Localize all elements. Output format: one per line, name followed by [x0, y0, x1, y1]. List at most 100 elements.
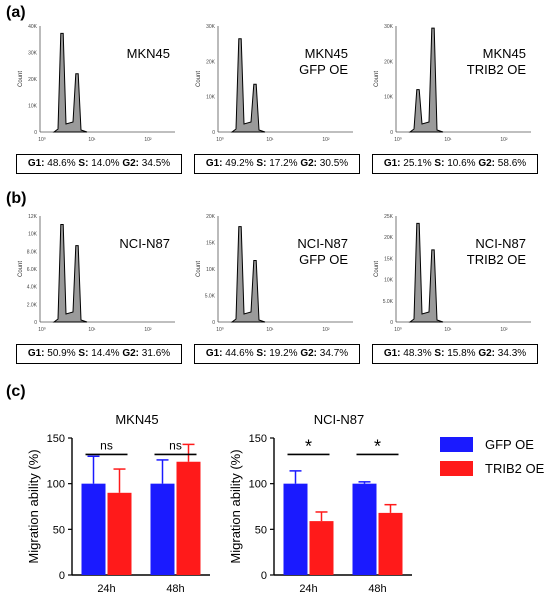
significance-label: * — [305, 436, 312, 456]
phase-value: 17.2% — [266, 158, 301, 169]
bar — [309, 521, 334, 575]
sample-label-line: NCI-N87 — [475, 236, 526, 251]
sample-label-line: GFP OE — [299, 252, 348, 267]
phase-label: S: — [434, 348, 445, 359]
panel-label-c: (c) — [6, 383, 26, 400]
y-tick-label: 0 — [34, 320, 37, 326]
y-axis-label: Migration ability (%) — [228, 449, 243, 563]
y-axis-label: Count — [18, 261, 24, 277]
y-tick-label: 30K — [206, 24, 216, 30]
x-tick-label: 10⁰ — [38, 137, 46, 143]
y-tick-label: 4.0K — [27, 285, 38, 291]
x-tick-label: 10² — [500, 137, 508, 143]
x-tick-label: 10² — [144, 327, 152, 333]
sample-label-line: MKN45 — [126, 46, 170, 61]
flow-plot-mkn45-trib2: 30K 20K 10K 0 Count 10⁰ 10¹ 10² MKN45 TRIB2 OE G1:… — [366, 20, 538, 182]
phase-value: 14.0% — [88, 158, 123, 169]
phase-value: 30.5% — [317, 158, 349, 169]
y-tick-label: 10K — [384, 278, 394, 284]
phase-label: S: — [78, 158, 89, 169]
x-tick-label: 10¹ — [444, 137, 452, 143]
bar-chart-1: NCI-N87 0 50 100 150 Migration ability (%) 24h… — [228, 412, 412, 595]
y-axis-label: Count — [374, 71, 380, 87]
flow-plot-ncin87-gfp: 20K 15K 10K 5.0K 0 Count 10⁰ 10¹ 10² NCI-N87 GFP O… — [188, 210, 360, 372]
sample-label: NCI-N87 — [119, 236, 170, 252]
legend: GFP OE TRIB2 OE — [440, 437, 544, 485]
phase-value: 15.8% — [444, 348, 479, 359]
x-tick-label: 10¹ — [444, 327, 452, 333]
y-tick-label: 8.0K — [27, 249, 38, 255]
chart-title: NCI-N87 — [314, 412, 365, 427]
significance-label: ns — [100, 438, 113, 452]
y-axis-label: Migration ability (%) — [26, 449, 41, 563]
phase-label: G1: — [27, 348, 45, 359]
phase-value: 31.6% — [139, 348, 171, 359]
legend-swatch-trib2 — [440, 461, 473, 476]
sample-label-line: GFP OE — [299, 62, 348, 77]
y-axis-label: Count — [196, 71, 202, 87]
x-tick-label: 10² — [144, 137, 152, 143]
panel-label-a: (a) — [6, 4, 26, 21]
legend-item-gfp: GFP OE — [440, 437, 544, 452]
histogram-area — [230, 226, 266, 323]
y-tick-label: 30K — [384, 24, 394, 30]
x-tick-label: 10⁰ — [394, 137, 402, 143]
histogram-svg: 12K 10K 8.0K 6.0K 4.0K 2.0K 0 Count 10⁰ 10¹ 10² — [18, 214, 175, 333]
cell-cycle-stats: G1: 25.1% S: 10.6% G2: 58.6% — [372, 154, 538, 174]
y-tick-label: 20K — [384, 235, 394, 241]
legend-item-trib2: TRIB2 OE — [440, 461, 544, 476]
sample-label: MKN45 — [127, 46, 170, 62]
histogram-svg: 20K 15K 10K 5.0K 0 Count 10⁰ 10¹ 10² — [196, 214, 353, 333]
y-tick-label: 20K — [206, 214, 216, 220]
legend-label-trib2: TRIB2 OE — [485, 461, 545, 476]
y-tick-label: 150 — [47, 433, 65, 445]
y-tick-label: 20K — [28, 77, 38, 83]
histogram-svg: 40K 30K 20K 10K 0 Count 10⁰ 10¹ 10² — [18, 24, 175, 143]
y-tick-label: 10K — [206, 267, 216, 273]
y-tick-label: 5.0K — [383, 299, 394, 305]
phase-value: 48.6% — [44, 158, 79, 169]
sample-label: MKN45 TRIB2 OE — [467, 46, 526, 78]
y-tick-label: 0 — [261, 570, 267, 582]
phase-label: G2: — [300, 348, 318, 359]
y-tick-label: 6.0K — [27, 267, 38, 273]
x-tick-label: 10² — [322, 327, 330, 333]
sample-label-line: TRIB2 OE — [466, 62, 526, 77]
sample-label-line: NCI-N87 — [119, 236, 170, 251]
y-tick-label: 0 — [34, 130, 37, 136]
flow-plot-ncin87: 12K 10K 8.0K 6.0K 4.0K 2.0K 0 Count 10⁰ 10¹ 10² NCI… — [10, 210, 182, 372]
histogram-svg: 30K 20K 10K 0 Count 10⁰ 10¹ 10² — [196, 24, 353, 143]
phase-value: 44.6% — [222, 348, 257, 359]
y-tick-label: 50 — [53, 524, 65, 536]
phase-label: G1: — [27, 158, 45, 169]
x-tick-label: 10⁰ — [216, 327, 224, 333]
y-tick-label: 0 — [212, 320, 215, 326]
y-axis-label: Count — [18, 71, 24, 87]
histogram-svg: 25K 20K 15K 10K 5.0K 0 Count 10⁰ 10¹ 10² — [374, 214, 531, 333]
phase-value: 34.7% — [317, 348, 349, 359]
bar — [378, 512, 403, 575]
y-axis-label: Count — [196, 261, 202, 277]
histogram-area — [52, 32, 88, 133]
phase-value: 50.9% — [44, 348, 79, 359]
y-tick-label: 150 — [249, 433, 267, 445]
y-tick-label: 0 — [390, 130, 393, 136]
phase-value: 48.3% — [400, 348, 435, 359]
cell-cycle-stats: G1: 48.6% S: 14.0% G2: 34.5% — [16, 154, 182, 174]
phase-value: 19.2% — [266, 348, 301, 359]
x-tick-label: 10² — [500, 327, 508, 333]
y-tick-label: 20K — [384, 59, 394, 65]
phase-label: S: — [434, 158, 445, 169]
sample-label-line: MKN45 — [304, 46, 348, 61]
sample-label-line: NCI-N87 — [297, 236, 348, 251]
y-tick-label: 25K — [384, 214, 394, 220]
phase-label: S: — [78, 348, 89, 359]
bar — [283, 483, 308, 575]
phase-value: 25.1% — [400, 158, 435, 169]
phase-label: S: — [256, 348, 267, 359]
phase-label: G2: — [122, 158, 140, 169]
panel-label-b: (b) — [6, 190, 27, 207]
y-tick-label: 0 — [390, 320, 393, 326]
sample-label-line: MKN45 — [482, 46, 526, 61]
x-tick-label: 10¹ — [88, 327, 96, 333]
